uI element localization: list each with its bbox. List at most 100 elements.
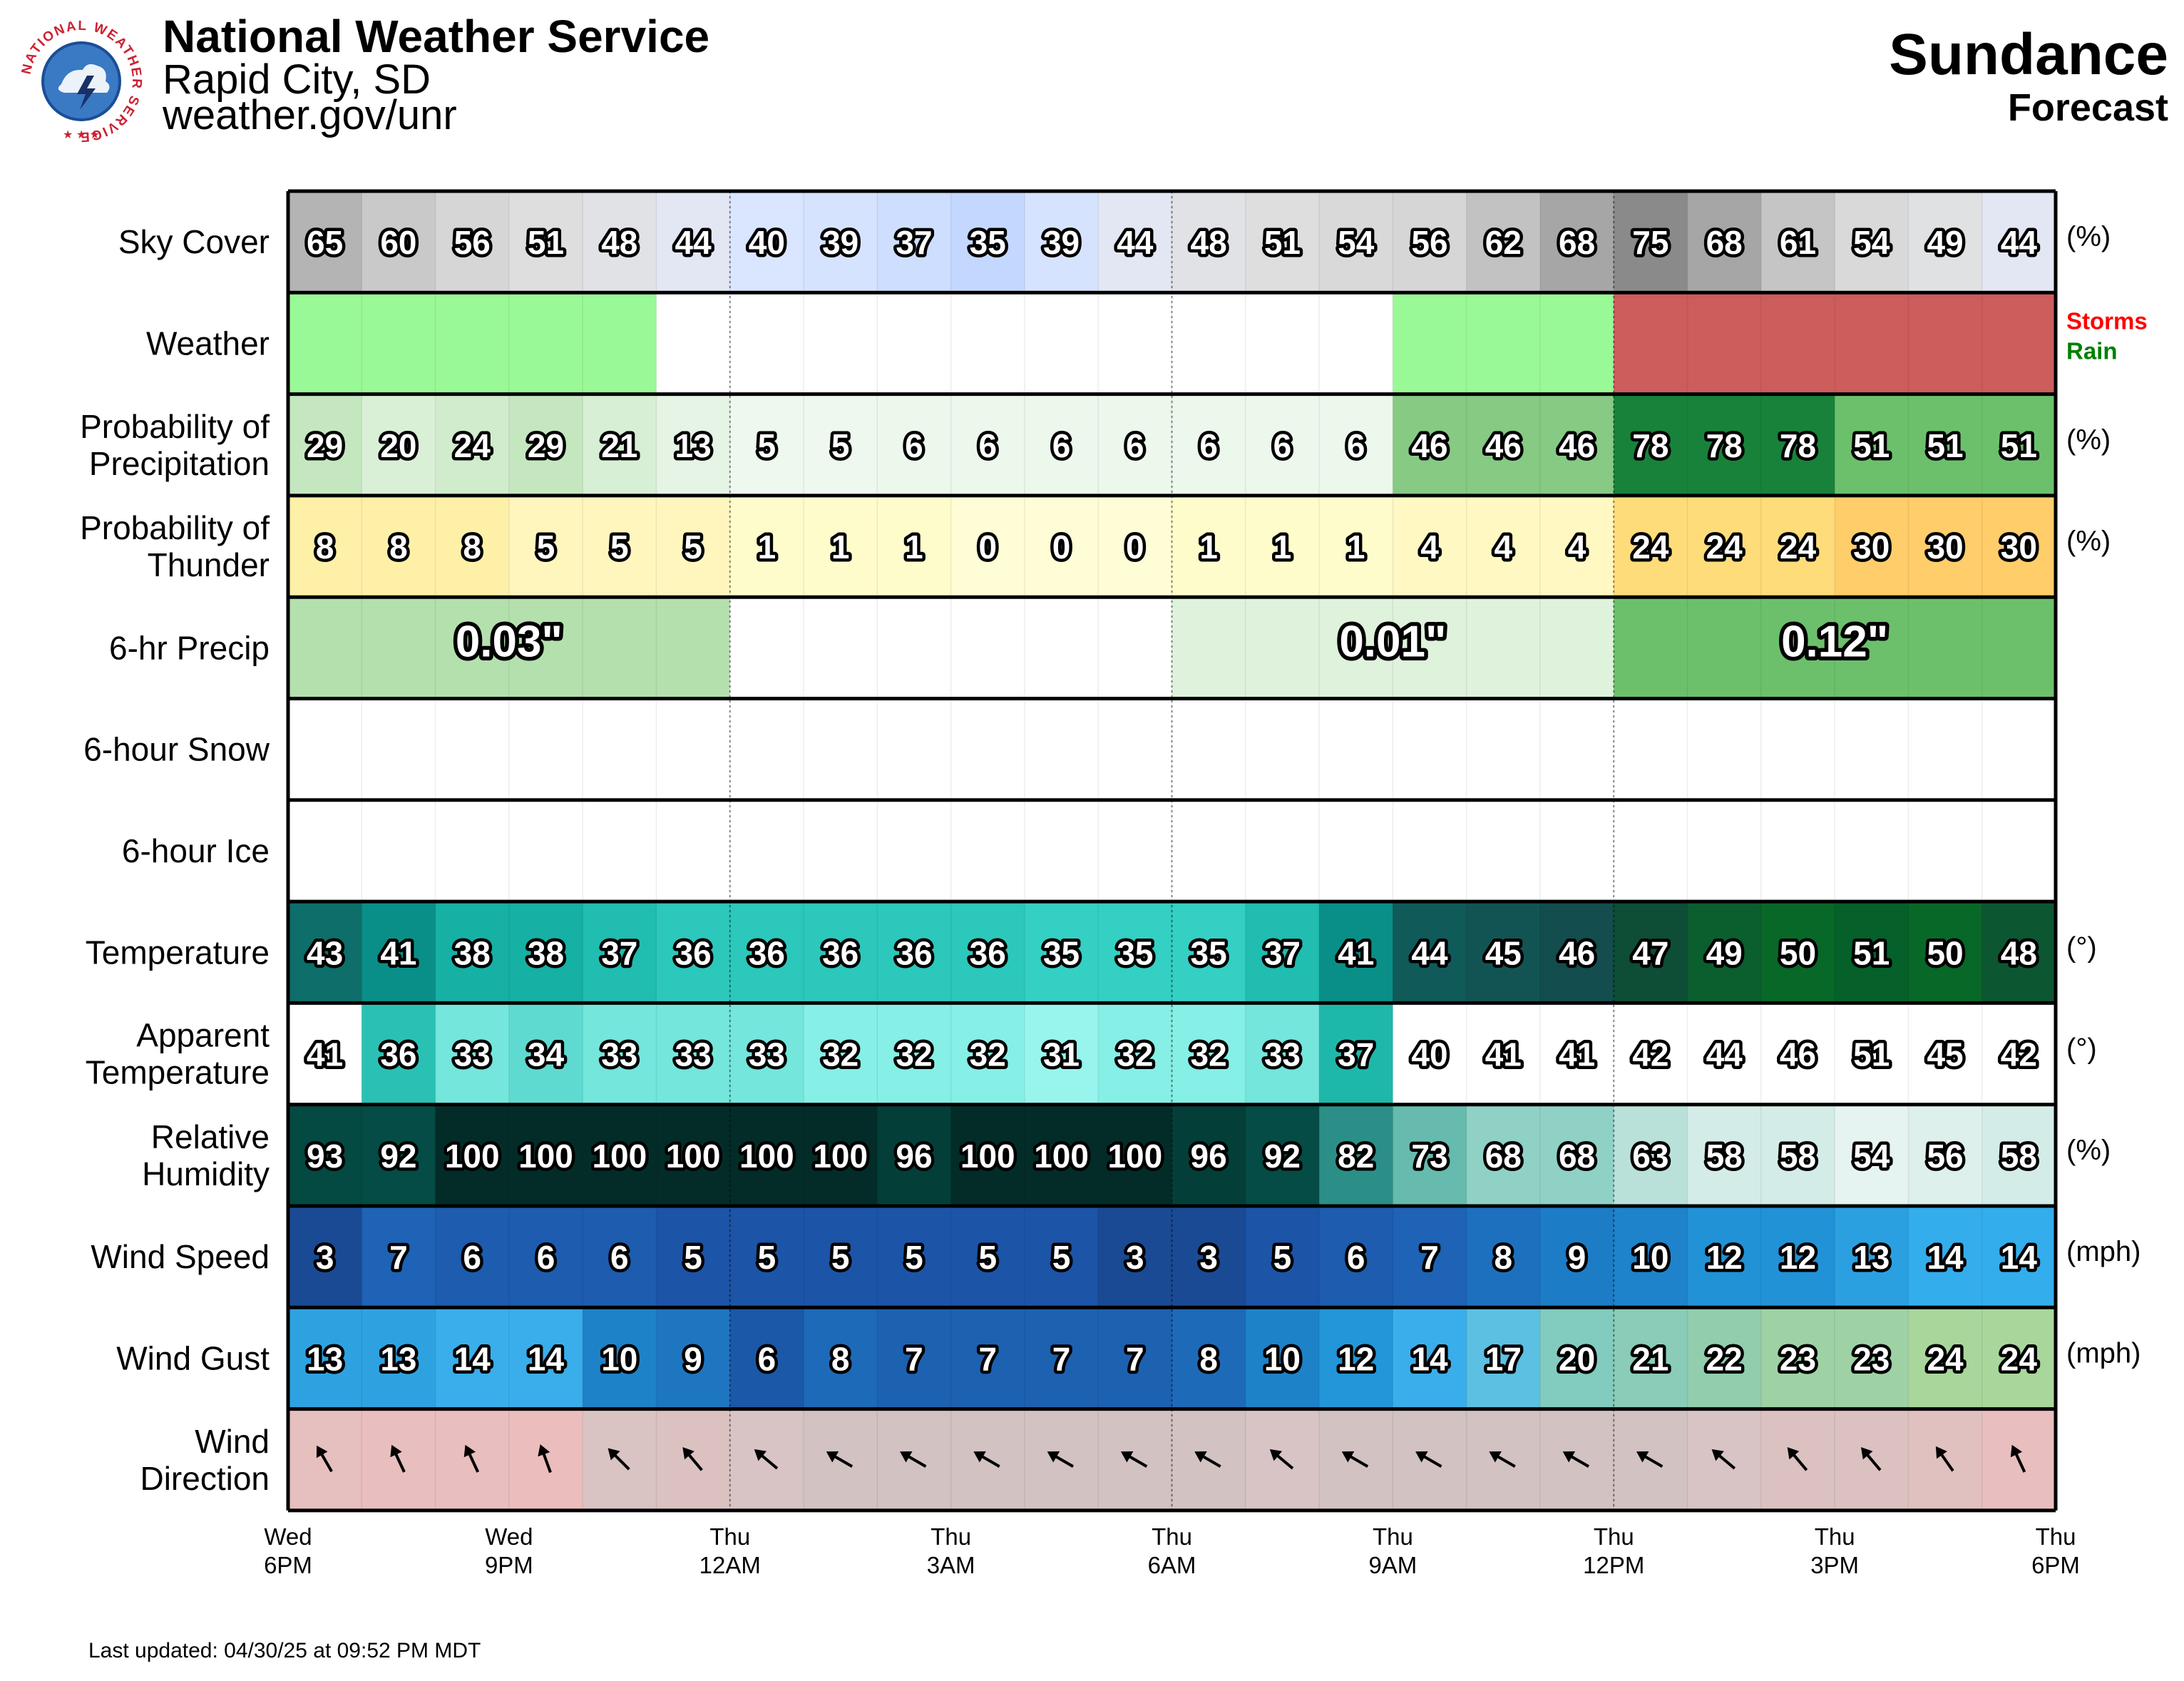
wind-arrow-icon [1341,1451,1369,1468]
wind-arrow-icon [538,1444,552,1473]
sky-cell [1393,191,1467,293]
row-temp [288,901,2056,1003]
arrow-head [1269,1448,1283,1461]
wind-value: 6 [537,1239,555,1276]
temp-value: 36 [675,934,712,971]
rh-value: 73 [1411,1138,1447,1175]
sky-cell [1760,191,1835,293]
temp-cell [1835,901,1909,1003]
sky-value: 68 [1706,224,1743,261]
apparent-cell [583,1003,657,1105]
apparent-cell [1614,1003,1688,1105]
sky-value: 37 [896,224,932,261]
apparent-cell [804,1003,878,1105]
arrow-shaft [1716,1452,1736,1470]
thunder-cell [1687,495,1762,598]
thunder-cell [1098,495,1173,598]
gust-cell [1687,1307,1762,1409]
pop-value: 5 [758,427,776,464]
gust-cell [1098,1307,1173,1409]
wind-value: 14 [1927,1239,1964,1276]
apparent-value: 44 [1706,1036,1743,1073]
thunder-value: 1 [1199,528,1218,566]
gust-value: 10 [1264,1340,1301,1377]
gust-cell [1982,1307,2056,1409]
arrow-head [1711,1448,1724,1461]
arrow-shaft [612,1452,630,1471]
arrow-head [1860,1447,1873,1460]
sky-value: 56 [454,224,491,261]
x-tick-day: Thu [1373,1523,1413,1550]
thunder-cell [1908,495,1983,598]
x-tick-time: 6PM [2031,1552,2080,1578]
sky-cell [1835,191,1909,293]
gust-cell [362,1307,436,1409]
rh-cell [1319,1104,1393,1206]
temp-value: 49 [1706,934,1743,971]
sky-value: 49 [1927,224,1963,261]
thunder-cell [804,495,878,598]
sky-cell [1024,191,1099,293]
arrow-head [1194,1451,1207,1463]
arrow-head [826,1451,839,1463]
x-tick-time: 12AM [699,1552,761,1578]
weather-segment [288,292,657,394]
wind-arrow-icon [1935,1446,1954,1472]
apparent-cell [1466,1003,1541,1105]
rh-cell [1687,1104,1762,1206]
arrow-shaft [393,1451,406,1473]
arrow-shaft [1790,1451,1808,1471]
gust-value: 7 [978,1340,997,1377]
qpf-period [729,597,1172,699]
temp-cell [583,901,657,1003]
thunder-cell [1614,495,1688,598]
temp-cell [1687,901,1762,1003]
temp-value: 44 [1411,934,1448,971]
apparent-cell [1539,1003,1614,1105]
pop-value: 78 [1706,427,1743,464]
wind-value: 5 [1052,1239,1071,1276]
temp-value: 50 [1780,934,1816,971]
thunder-value: 30 [1927,528,1963,566]
sky-cell [288,191,362,293]
x-tick-time: 3PM [1810,1552,1859,1578]
wind-value: 8 [1495,1239,1513,1276]
arrow-head [316,1445,328,1458]
wind-arrow-icon [1860,1447,1882,1471]
pop-cell [508,394,583,496]
pop-value: 6 [905,427,923,464]
temp-cell [1466,901,1541,1003]
thunder-value: 4 [1420,528,1439,566]
x-tick-day: Thu [709,1523,750,1550]
arrow-shaft [1938,1451,1954,1472]
temp-cell [1172,901,1246,1003]
arrow-shaft [1274,1452,1294,1470]
arrow-shaft [686,1451,703,1471]
wind-cell [1687,1206,1762,1308]
weather-segment [1614,292,2056,394]
gust-value: 21 [1632,1340,1668,1377]
rh-cell [1172,1104,1246,1206]
gust-value: 13 [380,1340,416,1377]
wind-cell [1024,1206,1099,1308]
pop-cell [1319,394,1393,496]
rh-cell [1835,1104,1909,1206]
wind-cell [1908,1206,1983,1308]
rh-value: 100 [739,1138,794,1175]
sky-cell [950,191,1025,293]
apparent-cell [1982,1003,2056,1105]
temp-value: 45 [1485,934,1522,971]
wind-cell [288,1206,362,1308]
pop-cell [1245,394,1320,496]
pop-value: 6 [1126,427,1144,464]
thunder-value: 0 [1126,528,1144,566]
x-tick-time: 12PM [1583,1552,1644,1578]
sky-cell [1687,191,1762,293]
pop-cell [1908,394,1983,496]
apparent-cell [1245,1003,1320,1105]
temp-cell [288,901,362,1003]
thunder-value: 1 [831,528,850,566]
rh-value: 82 [1338,1138,1374,1175]
sky-value: 56 [1411,224,1447,261]
arrow-head [900,1451,913,1463]
